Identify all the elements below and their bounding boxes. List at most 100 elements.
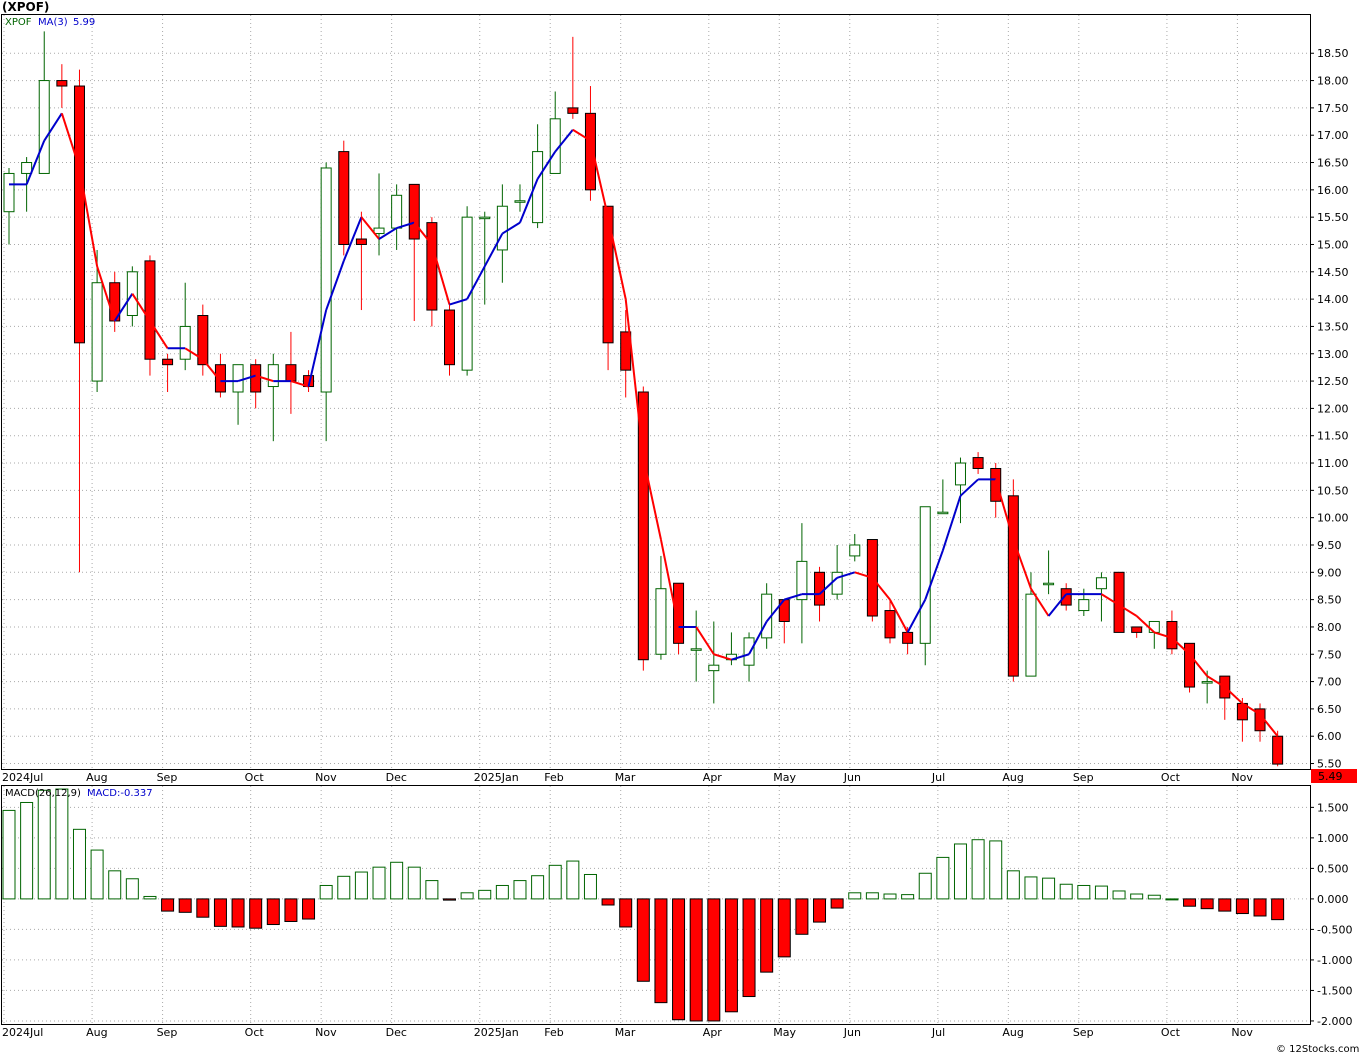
macd-y-tick-label: -1.000 [1317, 954, 1352, 967]
macd-bar-positive [390, 861, 404, 900]
price-y-tick-label: 14.00 [1317, 293, 1349, 306]
ma-segment [554, 129, 574, 153]
candle-down [73, 85, 85, 344]
ma-segment [78, 167, 99, 267]
candle-up [267, 364, 279, 388]
candle-down [408, 183, 420, 240]
macd-x-tick-label: Jul [931, 1026, 945, 1039]
macd-bar-negative [249, 898, 263, 929]
candle-down [567, 107, 579, 114]
macd-bar-positive [1059, 883, 1073, 900]
candle-up [849, 544, 861, 557]
price-y-tick-label: 16.50 [1317, 157, 1349, 170]
candle-down [602, 205, 614, 344]
macd-bar-positive [531, 875, 545, 900]
legend-ma-label: MA(3) [38, 17, 68, 28]
price-y-tick-label: 13.50 [1317, 320, 1349, 333]
price-y-tick-label: 14.50 [1317, 266, 1349, 279]
ma-segment [959, 478, 979, 497]
ma-segment [96, 266, 116, 322]
macd-y-tick-label: 0.500 [1317, 862, 1349, 875]
ma-segment [871, 577, 891, 601]
ma-segment [1259, 713, 1279, 737]
candle-down [444, 309, 455, 366]
candle-up [1078, 599, 1090, 612]
chart-title: (XPOF) [2, 0, 49, 14]
price-y-tick-label: 9.00 [1317, 566, 1342, 579]
price-x-tick-label: Jul [931, 771, 945, 784]
candle-up [373, 227, 385, 235]
ma-segment [695, 626, 715, 655]
macd-bar-positive [989, 840, 1003, 900]
candle-down [902, 631, 914, 644]
candle-up [21, 162, 33, 174]
copyright-label: © 12Stocks.com [1276, 1044, 1359, 1055]
price-y-tick-label: 11.50 [1317, 430, 1349, 443]
last-price-label: 5.49 [1318, 770, 1343, 783]
ma-segment [1154, 631, 1173, 639]
macd-bar-negative [672, 898, 686, 1021]
price-panel: 18.50 18.00 17.50 17.00 16.50 16.00 15.50 15.00… [1, 14, 1349, 784]
ma-segment [25, 140, 46, 185]
macd-bar-negative [178, 898, 192, 913]
candle-down [1184, 642, 1196, 688]
macd-bar-positive [37, 789, 51, 900]
macd-bar-positive [425, 880, 439, 900]
price-y-tick-label: 17.00 [1317, 129, 1349, 142]
candle-down [884, 610, 896, 639]
price-y-tick-label: 17.50 [1317, 102, 1349, 115]
macd-bar-positive [1077, 884, 1091, 900]
price-x-tick-label: 2025Jan [474, 771, 519, 784]
candle-down [250, 364, 262, 393]
macd-bar-positive [143, 895, 157, 900]
last-price-box [1311, 769, 1357, 783]
macd-y-tick-label: 1.500 [1317, 801, 1349, 814]
price-x-tick-label: Oct [245, 771, 265, 784]
macd-x-tick-label: Sep [1073, 1026, 1094, 1039]
macd-x-tick-label: Apr [703, 1026, 723, 1039]
candle-up [514, 200, 526, 203]
macd-bar-negative [231, 898, 245, 928]
ma-segment [589, 140, 610, 218]
ma-segment [1030, 588, 1050, 617]
candle-up [1025, 593, 1037, 677]
macd-bar-positive [1006, 870, 1020, 900]
candle-up [479, 216, 491, 220]
macd-x-tick-label: Oct [245, 1026, 265, 1039]
price-y-tick-label: 8.50 [1317, 594, 1342, 607]
macd-bar-positive [90, 849, 104, 900]
candle-up [690, 648, 702, 651]
macd-x-tick-label: 2024Jul [2, 1026, 43, 1039]
macd-x-tick-label: Nov [1231, 1026, 1253, 1039]
legend-ma-value: 5.99 [73, 17, 95, 28]
ma-segment [1047, 593, 1067, 617]
price-x-tick-label: Jun [843, 771, 861, 784]
ma-segment [202, 358, 222, 382]
price-x-tick-label: May [773, 771, 796, 784]
macd-bar-positive [495, 884, 509, 900]
price-y-tick-label: 12.50 [1317, 375, 1349, 388]
macd-bar-positive [848, 892, 862, 900]
ma-segment [765, 598, 786, 623]
candle-up [91, 282, 103, 382]
price-x-tick-label: Aug [86, 771, 107, 784]
macd-bar-negative [161, 898, 175, 912]
ma-segment [659, 539, 680, 628]
macd-bar-negative [760, 898, 774, 973]
price-y-tick-label: 12.00 [1317, 402, 1349, 415]
price-x-tick-label: Nov [1231, 771, 1253, 784]
ma-segment [748, 621, 768, 655]
candle-up [708, 664, 720, 672]
candle-down [303, 375, 315, 388]
macd-bar-positive [108, 870, 122, 900]
ma-segment [413, 221, 433, 246]
macd-bar-positive [1112, 890, 1126, 900]
macd-bar-negative [302, 898, 316, 920]
ma-segment [237, 374, 256, 383]
price-y-tick-label: 16.00 [1317, 184, 1349, 197]
price-y-tick-label: 7.50 [1317, 648, 1342, 661]
price-x-tick-label: Nov [315, 771, 337, 784]
candle-down [197, 315, 209, 366]
macd-bar-negative [1271, 898, 1285, 921]
candle-down [1131, 626, 1143, 633]
